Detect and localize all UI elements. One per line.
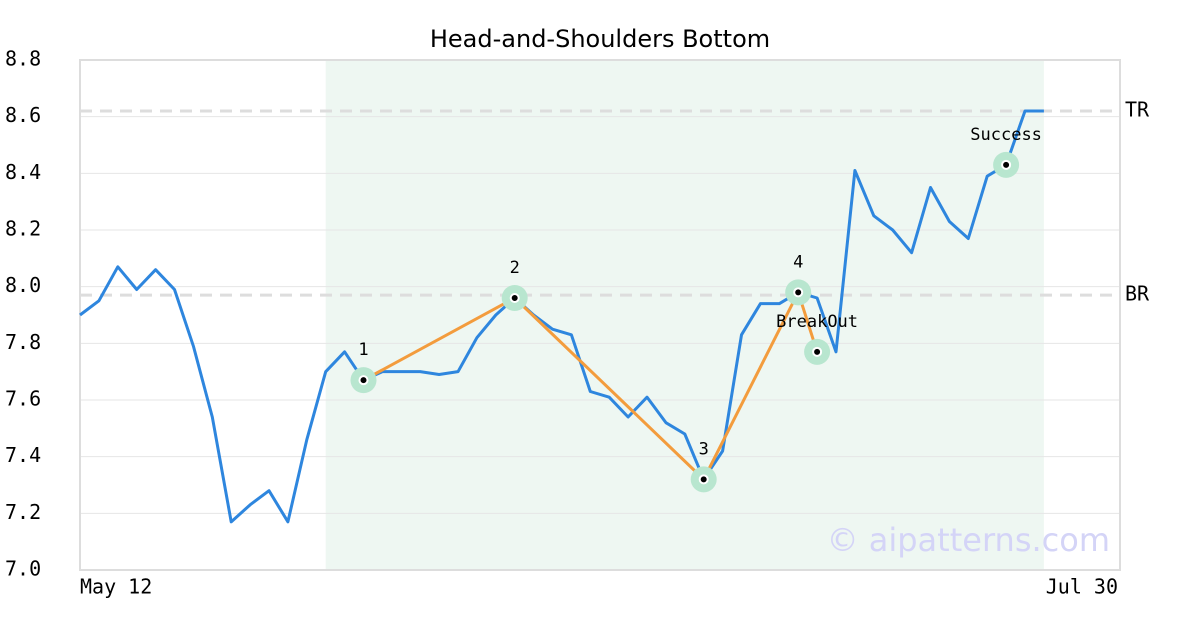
point-dot — [509, 293, 520, 303]
y-tick-label: 7.8 — [5, 330, 41, 354]
level-label: BR — [1125, 282, 1150, 306]
y-tick-label: 8.0 — [5, 273, 41, 297]
point-label: Success — [970, 125, 1042, 145]
point-dot — [698, 474, 709, 485]
point-label: 3 — [699, 439, 709, 459]
y-tick-label: 7.6 — [5, 387, 41, 411]
y-tick-label: 7.4 — [5, 443, 41, 467]
y-tick-label: 8.6 — [5, 103, 41, 127]
point-dot — [1001, 159, 1012, 170]
point-label: BreakOut — [776, 312, 858, 332]
point-dot — [358, 375, 369, 386]
y-tick-label: 8.4 — [5, 160, 41, 184]
chart-title: Head-and-Shoulders Bottom — [430, 25, 770, 53]
y-tick-label: 7.2 — [5, 500, 41, 524]
highlight-region — [325, 60, 1044, 570]
watermark: © aipatterns.com — [827, 521, 1110, 559]
y-tick-label: 8.2 — [5, 217, 41, 241]
point-label: 1 — [358, 340, 368, 360]
y-tick-label: 7.0 — [5, 557, 41, 581]
point-dot — [793, 287, 804, 298]
x-tick-label: May 12 — [80, 575, 152, 599]
point-dot — [812, 346, 823, 357]
level-label: TR — [1125, 98, 1150, 122]
x-tick-label: Jul 30 — [1046, 575, 1118, 599]
point-label: 2 — [510, 258, 520, 278]
y-tick-label: 8.8 — [5, 47, 41, 71]
point-label: 4 — [793, 252, 803, 272]
price-line — [79, 109, 1044, 524]
